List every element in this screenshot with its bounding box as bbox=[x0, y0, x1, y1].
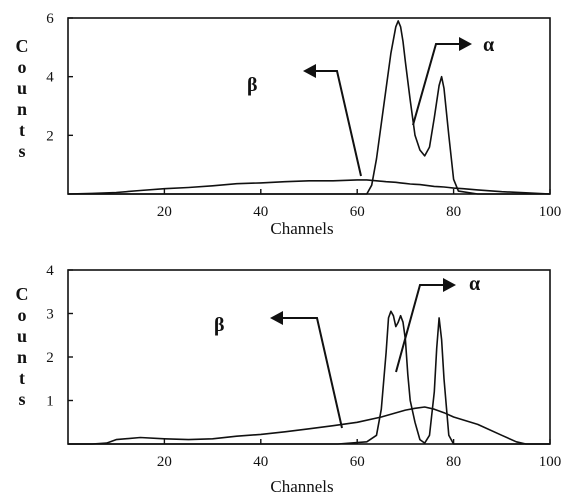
top-x-tick-label: 60 bbox=[350, 204, 365, 220]
bottom-y-tick-label: 3 bbox=[46, 307, 54, 323]
bottom-series bbox=[68, 310, 550, 445]
top-beta-label: β bbox=[247, 74, 258, 96]
top-y-tick-label: 4 bbox=[46, 70, 54, 86]
top-x-axis-label: Channels bbox=[270, 219, 333, 238]
bottom-x-tick-label: 20 bbox=[157, 454, 172, 470]
bottom-x-tick-label: 60 bbox=[350, 454, 365, 470]
top-alpha-arrow bbox=[412, 43, 462, 126]
top-x-tick-label: 40 bbox=[253, 204, 268, 220]
bottom-x-tick-label: 40 bbox=[253, 454, 268, 470]
bottom-x-tick-label: 80 bbox=[446, 454, 461, 470]
bottom-y-axis-label-letter: s bbox=[18, 389, 25, 409]
bottom-x-ticks: 20 40 60 80 100 bbox=[157, 439, 561, 470]
bottom-beta-label: β bbox=[214, 314, 225, 336]
top-y-axis-label-letter: t bbox=[19, 120, 25, 140]
top-x-tick-label: 100 bbox=[539, 204, 562, 220]
bottom-y-axis-label-letter: u bbox=[17, 326, 27, 346]
top-beta-arrow bbox=[312, 70, 362, 177]
bottom-y-ticks: 1 2 3 4 bbox=[46, 263, 73, 410]
bottom-y-axis-label-letter: o bbox=[18, 305, 27, 325]
top-beta-annotation: β bbox=[247, 64, 362, 177]
top-y-axis-label-letter: o bbox=[18, 57, 27, 77]
top-y-axis-label-letter: n bbox=[17, 99, 27, 119]
bottom-y-tick-label: 2 bbox=[46, 350, 54, 366]
top-alpha-label: α bbox=[483, 34, 494, 56]
top-x-tick-label: 80 bbox=[446, 204, 461, 220]
bottom-series-line-1 bbox=[68, 406, 550, 445]
bottom-alpha-label: α bbox=[469, 273, 480, 295]
top-y-tick-label: 2 bbox=[46, 128, 54, 144]
bottom-plot-frame bbox=[67, 269, 551, 445]
bottom-y-axis-label-letter: t bbox=[19, 368, 25, 388]
bottom-alpha-arrowhead bbox=[443, 278, 456, 292]
top-y-axis-label-letter: u bbox=[17, 78, 27, 98]
bottom-series-line-2 bbox=[68, 310, 550, 445]
bottom-y-tick-label: 1 bbox=[46, 394, 54, 410]
bottom-beta-annotation: β bbox=[214, 311, 343, 429]
bottom-beta-arrow bbox=[280, 317, 343, 429]
top-y-ticks: 2 4 6 bbox=[46, 11, 73, 144]
top-alpha-annotation: α bbox=[412, 34, 494, 126]
top-y-tick-label: 6 bbox=[46, 11, 54, 27]
top-series bbox=[67, 20, 551, 195]
bottom-x-axis-label: Channels bbox=[270, 477, 333, 496]
bottom-y-axis-label-letter: n bbox=[17, 347, 27, 367]
bottom-beta-arrowhead bbox=[270, 311, 283, 325]
top-series-line-1 bbox=[67, 179, 551, 195]
top-y-axis-label-letter: C bbox=[16, 36, 29, 56]
bottom-y-axis-label-letter: C bbox=[16, 284, 29, 304]
top-alpha-arrowhead bbox=[459, 37, 472, 51]
top-beta-arrowhead bbox=[303, 64, 316, 78]
bottom-alpha-arrow bbox=[395, 284, 446, 373]
bottom-x-tick-label: 100 bbox=[539, 454, 562, 470]
bottom-alpha-annotation: α bbox=[395, 273, 480, 373]
bottom-y-tick-label: 4 bbox=[46, 263, 54, 279]
top-x-tick-label: 20 bbox=[157, 204, 172, 220]
top-series-line-2 bbox=[68, 20, 550, 195]
top-plot-frame bbox=[67, 17, 551, 195]
top-y-axis-label-letter: s bbox=[18, 141, 25, 161]
top-x-ticks: 20 40 60 80 100 bbox=[157, 189, 561, 220]
